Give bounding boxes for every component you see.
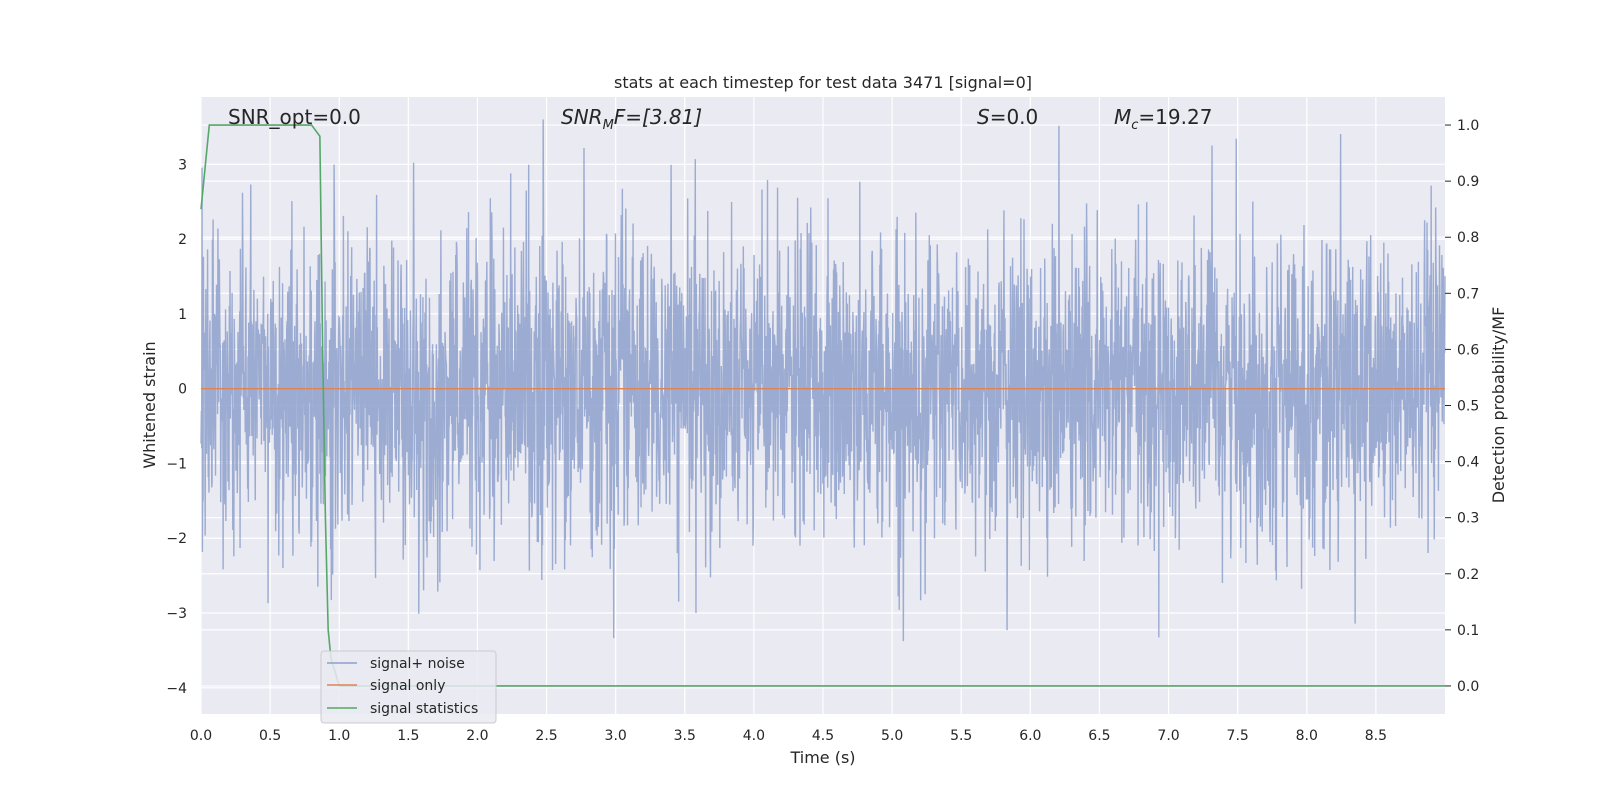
- y2-axis-label: Detection probability/MF: [1489, 307, 1508, 504]
- y-tick-label-7: −4: [166, 681, 187, 697]
- x-axis-ticks: 0.0 0.5 1.0 1.5 2.0 2.5 3.0 3.5 4.0 4.5 5.0 5.5 6.0 6…: [190, 728, 1387, 744]
- chart-title: stats at each timestep for test data 347…: [614, 73, 1032, 92]
- y-tick-label-5: −2: [166, 531, 187, 547]
- x-tick-label-7: 3.5: [674, 728, 696, 744]
- x-tick-label-15: 7.5: [1227, 728, 1249, 744]
- y2-tick-label-10: 0.0: [1457, 679, 1479, 695]
- y2-tick-label-0: 1.0: [1457, 118, 1479, 134]
- y-tick-label-4: −1: [166, 456, 187, 472]
- legend: signal+ noise signal only signal statist…: [320, 650, 497, 724]
- x-tick-label-10: 5.0: [881, 728, 903, 744]
- legend-label-signal-noise: signal+ noise: [370, 656, 465, 672]
- line-signal-noise: [200, 119, 1446, 642]
- y-tick-label-0: 3: [178, 157, 187, 173]
- y-axis-label: Whitened strain: [140, 341, 159, 468]
- y2-tick-label-6: 0.4: [1457, 455, 1479, 471]
- x-tick-label-4: 2.0: [466, 728, 488, 744]
- x-tick-label-1: 0.5: [259, 728, 281, 744]
- y-tick-label-1: 2: [178, 232, 187, 248]
- annotation-snr-opt: SNR_opt=0.0: [228, 105, 361, 129]
- legend-box: [320, 650, 497, 724]
- annotation-s: S=0.0: [977, 105, 1038, 129]
- annotation-snr-mf: SNRMF=[3.81]: [561, 105, 702, 133]
- y2-tick-label-1: 0.9: [1457, 174, 1479, 190]
- annotation-mc: Mc=19.27: [1114, 105, 1212, 133]
- y2-tick-label-5: 0.5: [1457, 399, 1479, 415]
- x-tick-label-17: 8.5: [1365, 728, 1387, 744]
- x-axis-label: Time (s): [789, 748, 855, 767]
- y-tick-label-3: 0: [178, 382, 187, 398]
- y2-tick-label-8: 0.2: [1457, 567, 1479, 583]
- y2-axis-ticks: 1.0 0.9 0.8 0.7 0.6 0.5 0.4 0.3 0.2 0.1 0.0: [1445, 118, 1479, 695]
- y2-tick-label-9: 0.1: [1457, 623, 1479, 639]
- x-tick-label-16: 8.0: [1296, 728, 1318, 744]
- x-tick-label-6: 3.0: [605, 728, 627, 744]
- y2-tick-label-4: 0.6: [1457, 342, 1479, 358]
- y2-tick-label-7: 0.3: [1457, 511, 1479, 527]
- y-tick-label-6: −3: [166, 606, 187, 622]
- series-signal-statistics: [200, 124, 1445, 687]
- x-tick-label-11: 5.5: [950, 728, 972, 744]
- x-tick-label-12: 6.0: [1019, 728, 1041, 744]
- line-signal-statistics: [200, 124, 1445, 687]
- y2-tick-label-2: 0.8: [1457, 230, 1479, 246]
- series-signal-noise: [200, 119, 1446, 642]
- x-tick-label-3: 1.5: [397, 728, 419, 744]
- x-tick-label-9: 4.5: [812, 728, 834, 744]
- legend-label-signal-only: signal only: [370, 678, 445, 694]
- y-tick-label-2: 1: [178, 307, 187, 323]
- x-tick-label-13: 6.5: [1088, 728, 1110, 744]
- y2-tick-label-3: 0.7: [1457, 286, 1479, 302]
- x-tick-label-14: 7.0: [1157, 728, 1179, 744]
- x-tick-label-0: 0.0: [190, 728, 212, 744]
- legend-label-signal-statistics: signal statistics: [370, 701, 478, 717]
- x-tick-label-2: 1.0: [328, 728, 350, 744]
- x-tick-label-8: 4.0: [743, 728, 765, 744]
- y-axis-ticks: 3 2 1 0 −1 −2 −3 −4: [166, 157, 187, 697]
- x-tick-label-5: 2.5: [535, 728, 557, 744]
